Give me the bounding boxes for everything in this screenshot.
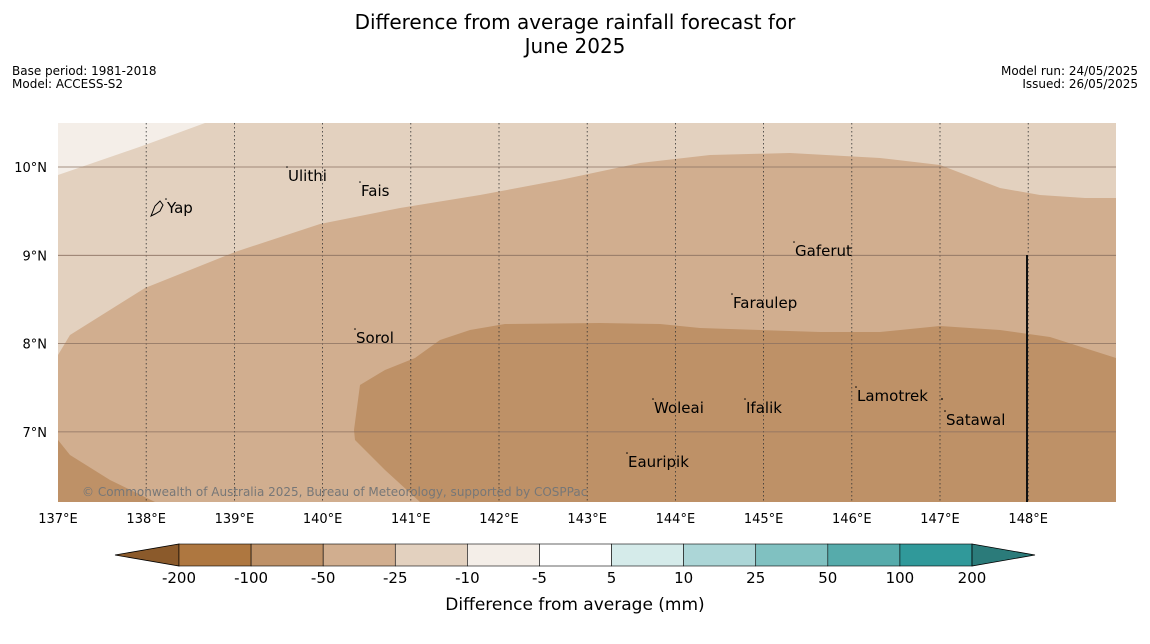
place-label-lamotrek: Lamotrek xyxy=(857,387,928,405)
lat-tick-label: 9°N xyxy=(23,249,48,264)
place-labels: Ulithi Fais Yap Gaferut Faraulep Sorol Lamotre… xyxy=(150,166,1005,471)
place-label-gaferut: Gaferut xyxy=(795,242,852,260)
island-dot xyxy=(731,293,733,295)
lat-tick-label: 10°N xyxy=(14,161,47,176)
island-dot xyxy=(359,181,361,183)
colorbar: -200 -100 -50 -25 -10 -5 5 10 25 50 100 200 xyxy=(114,543,1036,587)
colorbar-segment xyxy=(394,543,468,567)
colorbar-tick-label: 5 xyxy=(607,569,617,587)
lon-tick-label: 141°E xyxy=(391,512,431,527)
meta-right: Model run: 24/05/2025 Issued: 26/05/2025 xyxy=(1001,65,1138,91)
colorbar-segment xyxy=(467,543,540,567)
colorbar-tick-label: -100 xyxy=(234,569,268,587)
colorbar-tick-label: 10 xyxy=(674,569,693,587)
island-dot xyxy=(354,328,356,330)
gridlines xyxy=(58,123,1116,502)
model-run: Model run: 24/05/2025 xyxy=(1000,64,1138,78)
place-label-ulithi: Ulithi xyxy=(288,167,327,185)
lon-tick-label: 139°E xyxy=(215,512,255,527)
colorbar-segment xyxy=(611,543,684,567)
model-name: Model: ACCESS-S2 xyxy=(12,77,124,91)
base-period: Base period: 1981-2018 xyxy=(12,64,157,78)
lon-tick-label: 143°E xyxy=(567,512,607,527)
colorbar-segment xyxy=(539,543,612,567)
colorbar-segment xyxy=(322,543,396,567)
island-dot xyxy=(744,398,746,400)
colorbar-segment xyxy=(899,543,973,567)
lon-tick-label: 140°E xyxy=(303,512,343,527)
place-label-sorol: Sorol xyxy=(356,329,394,347)
island-dot xyxy=(626,452,628,454)
colorbar-segment xyxy=(178,543,252,567)
chart-title: Difference from average rainfall forecas… xyxy=(0,10,1150,58)
lat-tick-label: 8°N xyxy=(23,338,48,353)
lon-tick-label: 148°E xyxy=(1008,512,1048,527)
yap-island-shape xyxy=(150,200,164,218)
island-dot xyxy=(855,386,857,388)
colorbar-segment xyxy=(827,543,901,567)
colorbar-tick-label: 200 xyxy=(958,569,987,587)
axis-tick-labels: 137°E 138°E 139°E 140°E 141°E 142°E 143°E 144°E… xyxy=(14,161,1048,527)
island-dot xyxy=(286,166,288,168)
colorbar-segment xyxy=(755,543,829,567)
lon-tick-label: 142°E xyxy=(479,512,519,527)
island-dot xyxy=(944,410,946,412)
place-label-fais: Fais xyxy=(361,182,390,200)
lon-tick-label: 145°E xyxy=(744,512,784,527)
colorbar-tick-label: -200 xyxy=(162,569,196,587)
colorbar-tick-label: -10 xyxy=(455,569,480,587)
colorbar-tick-label: -5 xyxy=(532,569,547,587)
title-line-1: Difference from average rainfall forecas… xyxy=(354,10,796,34)
colorbar-tick-label: 25 xyxy=(746,569,765,587)
lat-tick-label: 7°N xyxy=(23,426,48,441)
colorbar-tick-label: -50 xyxy=(311,569,336,587)
island-dot xyxy=(941,398,943,400)
colorbar-label: Difference from average (mm) xyxy=(445,595,704,615)
title-line-2: June 2025 xyxy=(524,34,626,58)
place-label-ifalik: Ifalik xyxy=(746,399,782,417)
place-label-woleai: Woleai xyxy=(654,399,704,417)
lon-tick-label: 138°E xyxy=(126,512,166,527)
copyright: © Commonwealth of Australia 2025, Bureau… xyxy=(82,485,587,499)
colorbar-segment xyxy=(683,543,757,567)
island-dot xyxy=(165,198,167,200)
lon-tick-label: 144°E xyxy=(656,512,696,527)
meta-left: Base period: 1981-2018 Model: ACCESS-S2 xyxy=(12,65,157,91)
lon-tick-label: 137°E xyxy=(38,512,78,527)
lon-tick-label: 147°E xyxy=(920,512,960,527)
issued-date: Issued: 26/05/2025 xyxy=(1022,77,1138,91)
place-label-faraulep: Faraulep xyxy=(733,294,797,312)
colorbar-tick-label: 50 xyxy=(818,569,837,587)
colorbar-extend-low xyxy=(114,543,180,567)
island-dot xyxy=(793,241,795,243)
colorbar-segment xyxy=(250,543,324,567)
place-label-yap: Yap xyxy=(166,199,193,217)
place-label-eauripik: Eauripik xyxy=(628,453,689,471)
island-dot xyxy=(652,398,654,400)
place-label-satawal: Satawal xyxy=(946,411,1005,429)
lon-tick-label: 146°E xyxy=(832,512,872,527)
colorbar-tick-label: -25 xyxy=(383,569,408,587)
colorbar-extend-high xyxy=(971,543,1036,567)
colorbar-tick-label: 100 xyxy=(886,569,915,587)
